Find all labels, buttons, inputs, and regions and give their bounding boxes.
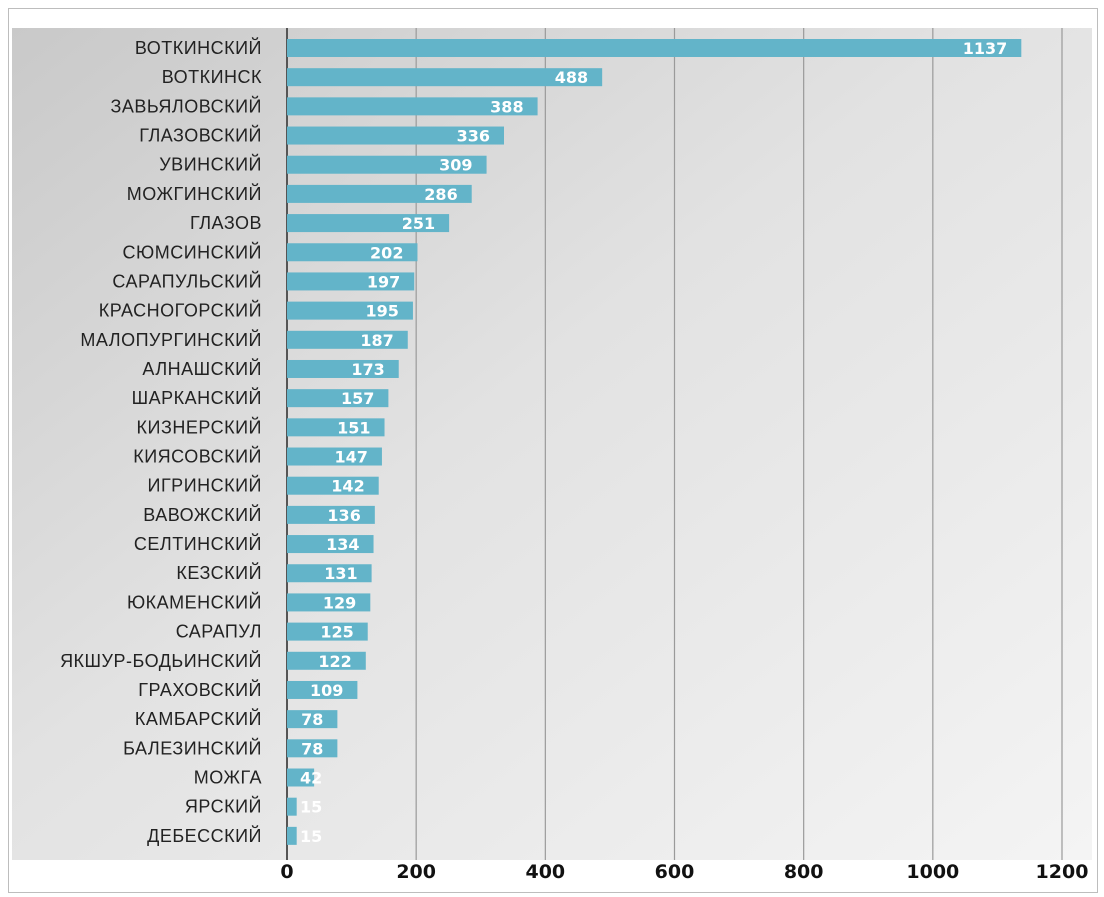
bar-value-label: 1137 <box>963 39 1008 58</box>
bar <box>287 389 389 408</box>
bar <box>287 184 472 203</box>
bar-value-label: 251 <box>402 214 435 233</box>
bar <box>287 476 379 495</box>
bar-value-label: 286 <box>424 185 457 204</box>
bar <box>287 535 374 554</box>
category-label: СЕЛТИНСКИЙ <box>134 533 262 554</box>
x-tick-label: 400 <box>525 861 565 883</box>
bar-value-label: 109 <box>310 681 343 700</box>
bar-value-label: 122 <box>318 652 351 671</box>
category-label: КИЗНЕРСКИЙ <box>137 416 262 437</box>
bar <box>287 97 538 116</box>
bar-value-label: 147 <box>335 448 368 467</box>
bar <box>287 797 297 816</box>
bar <box>287 622 368 641</box>
category-label: ЯРСКИЙ <box>185 796 262 817</box>
bar <box>287 505 375 524</box>
x-tick-label: 200 <box>396 861 436 883</box>
category-label: ШАРКАНСКИЙ <box>132 387 262 408</box>
category-label: ЗАВЬЯЛОВСКИЙ <box>111 95 262 116</box>
category-label: ДЕБЕССКИЙ <box>147 825 262 846</box>
x-tick-label: 1000 <box>906 861 959 883</box>
bar <box>287 739 338 758</box>
bar-value-label: 336 <box>457 127 490 146</box>
bar-value-label: 15 <box>300 798 322 817</box>
bar <box>287 330 408 349</box>
category-label: КЕЗСКИЙ <box>176 562 262 583</box>
category-label: АЛНАШСКИЙ <box>142 358 262 379</box>
value-labels: 1137488388336309286251202197195187173157… <box>300 39 1007 846</box>
bar-value-label: 78 <box>301 710 323 729</box>
bar <box>287 39 1022 57</box>
category-label: КРАСНОГОРСКИЙ <box>99 300 262 321</box>
plot-background <box>12 28 1092 860</box>
bar <box>287 272 415 291</box>
category-label: МАЛОПУРГИНСКИЙ <box>80 329 262 350</box>
bar <box>287 447 382 466</box>
category-label: УВИНСКИЙ <box>159 154 262 175</box>
bar <box>287 768 315 787</box>
bar-value-label: 15 <box>300 827 322 846</box>
bar-value-label: 202 <box>370 243 403 262</box>
bar <box>287 826 297 845</box>
category-label: СЮМСИНСКИЙ <box>123 241 262 262</box>
bar-value-label: 134 <box>326 535 359 554</box>
bar <box>287 651 366 670</box>
category-label: ИГРИНСКИЙ <box>148 475 263 496</box>
x-tick-label: 800 <box>784 861 824 883</box>
bar-value-label: 151 <box>337 418 370 437</box>
category-label: ВОТКИНСКИЙ <box>135 37 262 58</box>
bar-value-label: 157 <box>341 389 374 408</box>
bar-value-label: 129 <box>323 593 356 612</box>
category-label: ГЛАЗОВ <box>190 213 262 233</box>
category-label: ГРАХОВСКИЙ <box>138 679 262 700</box>
bar-value-label: 195 <box>366 302 399 321</box>
bar-value-label: 78 <box>301 739 323 758</box>
category-label: ЮКАМЕНСКИЙ <box>127 591 262 612</box>
bar-value-label: 173 <box>351 360 384 379</box>
bar-value-label: 125 <box>320 623 353 642</box>
category-label: САРАПУЛЬСКИЙ <box>112 270 262 291</box>
bar-value-label: 187 <box>360 331 393 350</box>
category-label: ГЛАЗОВСКИЙ <box>139 125 262 146</box>
bar <box>287 155 487 174</box>
bar <box>287 564 372 583</box>
x-tick-label: 1200 <box>1036 861 1089 883</box>
bar <box>287 68 603 87</box>
category-label: ВОТКИНСК <box>162 67 262 87</box>
category-label: КИЯСОВСКИЙ <box>133 446 262 467</box>
bar <box>287 680 358 699</box>
bar <box>287 214 450 233</box>
bar <box>287 126 504 145</box>
category-label: КАМБАРСКИЙ <box>135 708 262 729</box>
bar-value-label: 131 <box>324 564 357 583</box>
bar <box>287 359 399 378</box>
bar-value-label: 488 <box>555 68 588 87</box>
category-label: САРАПУЛ <box>176 622 262 642</box>
x-tick-label: 600 <box>655 861 695 883</box>
bar-value-label: 197 <box>367 272 400 291</box>
bar-value-label: 309 <box>439 156 472 175</box>
bar-value-label: 136 <box>327 506 360 525</box>
bar <box>287 243 418 262</box>
bar-value-label: 388 <box>490 97 523 116</box>
category-label: МОЖГА <box>194 768 262 788</box>
bar <box>287 418 385 437</box>
x-axis-tick-labels: 0 200 400 600 800 1000 1200 <box>280 861 1088 883</box>
category-label: МОЖГИНСКИЙ <box>127 183 262 204</box>
bars <box>287 39 1022 845</box>
bar-value-label: 42 <box>300 769 322 788</box>
category-label: БАЛЕЗИНСКИЙ <box>123 737 262 758</box>
category-labels: ВОТКИНСКИЙ ВОТКИНСК ЗАВЬЯЛОВСКИЙ ГЛАЗОВСКИЙ… <box>60 37 263 846</box>
x-tick-label: 0 <box>280 861 293 883</box>
bar <box>287 710 338 729</box>
bar <box>287 593 371 612</box>
category-label: ВАВОЖСКИЙ <box>143 504 262 525</box>
bar <box>287 301 413 320</box>
category-label: ЯКШУР-БОДЬИНСКИЙ <box>60 650 262 671</box>
bar-value-label: 142 <box>331 477 364 496</box>
